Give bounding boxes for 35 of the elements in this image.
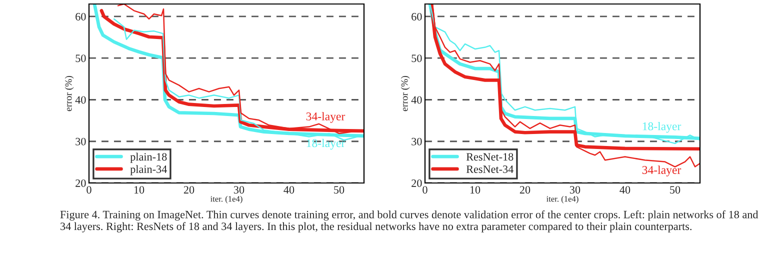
y-tick-label: 20 xyxy=(76,179,86,187)
y-axis-title: error (%) xyxy=(400,76,410,112)
y-tick-label: 60 xyxy=(76,12,86,20)
x-tick-label: 50 xyxy=(334,186,344,194)
x-tick-label: 10 xyxy=(134,186,144,194)
y-tick-label: 20 xyxy=(412,179,422,187)
y-tick-label: 50 xyxy=(76,54,86,62)
x-tick-label: 40 xyxy=(620,186,630,194)
legend-label: ResNet-34 xyxy=(466,166,514,173)
y-tick-label: 30 xyxy=(412,138,422,146)
x-tick-label: 30 xyxy=(570,186,580,194)
x-tick-label: 0 xyxy=(422,186,428,194)
annotation: 34-layer xyxy=(306,112,346,123)
annotation: 18-layer xyxy=(306,138,346,150)
x-axis-title: iter. (1e4) xyxy=(546,196,578,204)
legend-label: plain-34 xyxy=(130,165,167,176)
legend-label: ResNet-18 xyxy=(466,153,514,161)
caption: Figure 4. Training on ImageNet. Thin curves denote training error, and bold curves denote validation error of the center crops. Left: plain networks of 18 and 34 layers. Right: ResNets of 18 and 34 layers. In this plot, the residual networks have no extra parameter compared to their plain counterparts. xyxy=(60,210,758,232)
y-tick-label: 30 xyxy=(76,138,86,146)
x-tick-label: 50 xyxy=(670,186,680,194)
x-axis-title: iter. (1e4) xyxy=(210,196,242,204)
x-tick-label: 40 xyxy=(284,186,294,194)
annotation: 34-layer xyxy=(642,166,682,176)
annotation: 18-layer xyxy=(642,122,682,133)
y-tick-label: 40 xyxy=(411,96,422,104)
x-tick-label: 20 xyxy=(520,186,530,194)
y-tick-label: 50 xyxy=(412,54,422,62)
x-tick-label: 30 xyxy=(234,186,244,194)
x-tick-label: 10 xyxy=(470,186,480,194)
y-tick-label: 60 xyxy=(412,12,422,20)
x-tick-label: 0 xyxy=(86,186,92,194)
y-axis-title: error (%) xyxy=(64,76,74,112)
y-tick-label: 40 xyxy=(75,96,86,104)
legend-label: plain-18 xyxy=(130,152,167,163)
x-tick-label: 20 xyxy=(184,186,194,194)
